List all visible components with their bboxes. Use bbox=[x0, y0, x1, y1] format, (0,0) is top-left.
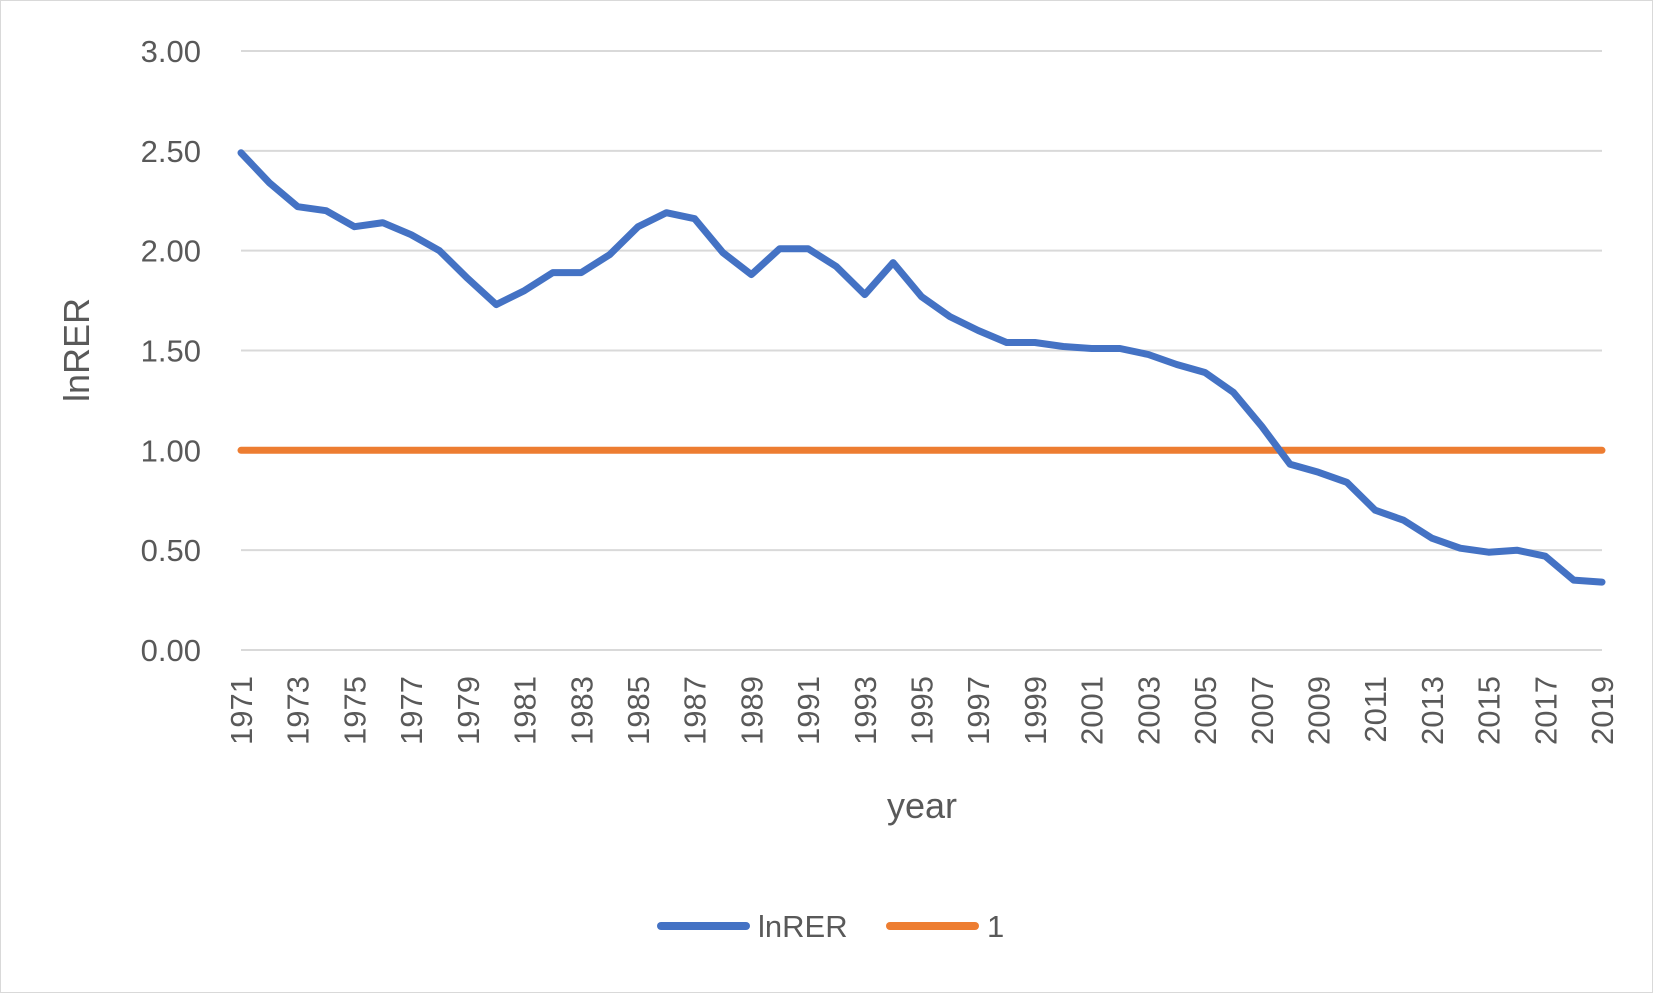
x-tick-label: 2013 bbox=[1415, 676, 1450, 745]
x-axis-title: year bbox=[887, 785, 957, 826]
x-tick-label: 2009 bbox=[1301, 676, 1336, 745]
x-tick-label: 1997 bbox=[961, 676, 996, 745]
x-tick-label: 1999 bbox=[1018, 676, 1053, 745]
x-tick-label: 1983 bbox=[564, 676, 599, 745]
x-tick-label: 1993 bbox=[848, 676, 883, 745]
x-tick-label: 1979 bbox=[451, 676, 486, 745]
x-tick-label: 1981 bbox=[508, 676, 543, 745]
legend-label: lnRER bbox=[758, 909, 848, 944]
series-line-lnrer bbox=[237, 149, 1606, 586]
x-tick-label: 2019 bbox=[1585, 676, 1620, 745]
y-tick-label: 0.50 bbox=[141, 533, 201, 568]
y-tick-label: 2.00 bbox=[141, 234, 201, 269]
x-tick-label: 2007 bbox=[1245, 676, 1280, 745]
legend-item: lnRER bbox=[657, 909, 848, 944]
x-tick-label: 2001 bbox=[1075, 676, 1110, 745]
x-tick-label: 1971 bbox=[224, 676, 259, 745]
x-tick-label: 2017 bbox=[1528, 676, 1563, 745]
x-tick-label: 2011 bbox=[1358, 676, 1393, 743]
y-axis-title: lnRER bbox=[56, 298, 97, 402]
x-tick-label: 2015 bbox=[1472, 676, 1507, 745]
x-tick-label: 1975 bbox=[337, 676, 372, 745]
x-tick-label: 1991 bbox=[791, 676, 826, 745]
series-lines bbox=[237, 149, 1606, 586]
x-tick-label: 2005 bbox=[1188, 676, 1223, 745]
gridlines bbox=[241, 50, 1602, 651]
legend-label: 1 bbox=[987, 909, 1004, 944]
x-axis-tick-labels: 1971 1973 1975 1977 1979 1981 1983 1985 1987 1989… bbox=[224, 676, 1620, 745]
y-tick-label: 0.00 bbox=[141, 633, 201, 668]
x-tick-label: 1995 bbox=[905, 676, 940, 745]
x-tick-label: 1985 bbox=[621, 676, 656, 745]
legend-item: 1 bbox=[886, 909, 1004, 944]
x-tick-label: 2003 bbox=[1131, 676, 1166, 745]
x-tick-label: 1973 bbox=[281, 676, 316, 745]
x-tick-label: 1977 bbox=[394, 676, 429, 745]
y-tick-label: 2.50 bbox=[141, 134, 201, 169]
y-tick-label: 3.00 bbox=[141, 34, 201, 69]
y-tick-label: 1.50 bbox=[141, 334, 201, 369]
y-axis-tick-labels: 0.00 0.50 1.00 1.50 2.00 2.50 3.00 bbox=[141, 34, 201, 668]
y-tick-label: 1.00 bbox=[141, 433, 201, 468]
x-tick-label: 1987 bbox=[678, 676, 713, 745]
x-tick-label: 1989 bbox=[734, 676, 769, 745]
legend: lnRER 1 bbox=[657, 909, 1004, 944]
